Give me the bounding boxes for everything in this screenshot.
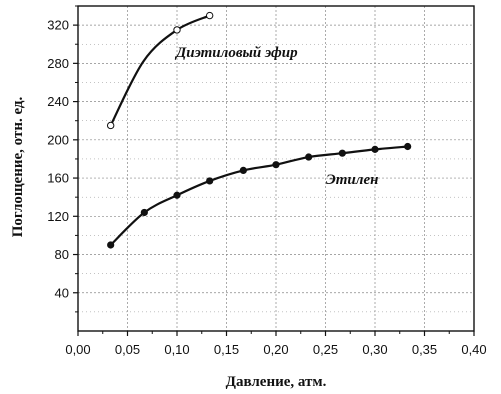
series-label-ethylene: Этилен xyxy=(326,172,378,188)
data-point-filled xyxy=(272,161,280,169)
x-tick-label: 0,40 xyxy=(461,342,486,357)
data-point-filled xyxy=(239,166,247,175)
x-tick-label: 0,00 xyxy=(65,342,90,357)
x-tick-label: 0,05 xyxy=(115,342,140,357)
data-point-filled xyxy=(305,153,313,161)
data-point-open xyxy=(205,11,214,20)
x-tick-label: 0,10 xyxy=(164,342,189,357)
x-tick-label: 0,35 xyxy=(412,342,437,357)
data-points xyxy=(106,11,412,249)
grid-lines xyxy=(78,5,474,331)
series-line xyxy=(109,14,211,126)
y-tick-label: 120 xyxy=(47,209,69,224)
x-tick-label: 0,15 xyxy=(214,342,239,357)
series-label-diethyl-ether: Диэтиловый эфир xyxy=(174,45,298,61)
y-tick-label: 40 xyxy=(55,285,69,300)
y-tick-label: 320 xyxy=(47,18,69,33)
y-axis-ticks: 40 80 120 160 200 240 280 320 xyxy=(47,5,78,313)
data-point-filled xyxy=(404,142,412,151)
data-point-filled xyxy=(206,177,214,185)
data-point-filled xyxy=(140,208,148,217)
y-tick-label: 240 xyxy=(47,94,69,109)
data-point-filled xyxy=(107,241,115,249)
data-point-filled xyxy=(338,149,346,157)
y-tick-label: 160 xyxy=(47,171,69,186)
x-axis-ticks: 0,00 0,05 0,10 0,15 0,20 0,25 0,30 0,35 0,40 xyxy=(65,331,487,357)
y-tick-label: 280 xyxy=(47,56,69,71)
data-point-open xyxy=(173,26,181,34)
y-axis-label: Поглощение, отн. ед. xyxy=(10,97,26,238)
series-line xyxy=(109,145,408,246)
x-tick-label: 0,30 xyxy=(362,342,387,357)
y-tick-label: 80 xyxy=(55,247,69,262)
x-axis-label: Давление, атм. xyxy=(226,374,327,390)
series-curves xyxy=(109,14,408,246)
y-tick-label: 200 xyxy=(47,132,69,147)
x-tick-label: 0,20 xyxy=(263,342,288,357)
x-tick-label: 0,25 xyxy=(313,342,338,357)
data-point-filled xyxy=(173,191,181,199)
data-point-filled xyxy=(371,145,379,153)
data-point-open xyxy=(106,121,115,130)
